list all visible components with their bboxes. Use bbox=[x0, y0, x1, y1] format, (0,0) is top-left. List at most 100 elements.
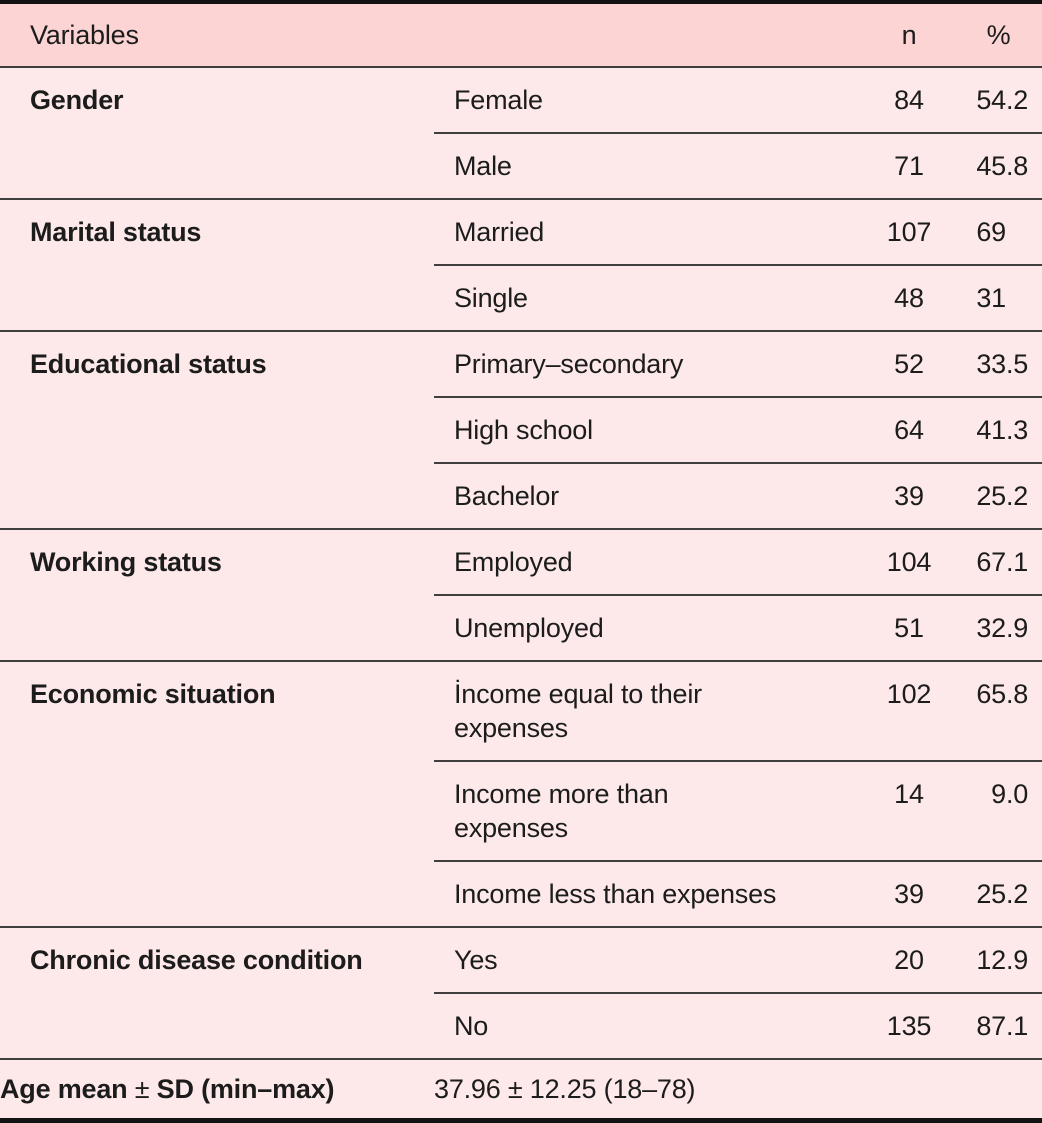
category-cell: Income less than expenses bbox=[434, 860, 855, 927]
percent-int: 25 bbox=[976, 481, 1006, 511]
header-spacer bbox=[434, 2, 855, 68]
category-cell: Income more than expenses bbox=[434, 760, 855, 861]
summary-label-suffix: SD (min–max) bbox=[149, 1074, 335, 1104]
table-row: Marital status Married 107 69 bbox=[0, 198, 1042, 331]
table-row: No 135 87.1 bbox=[0, 992, 1042, 1059]
group-age-summary: Age mean ± SD (min–max) 37.96 ± 12.25 (1… bbox=[0, 1058, 1042, 1121]
percent-int: 9 bbox=[991, 779, 1006, 809]
group-label: Economic situation bbox=[0, 660, 434, 927]
group-economic-situation: Economic situation İncome equal to their… bbox=[0, 660, 1042, 927]
percent-frac: .8 bbox=[1006, 679, 1029, 709]
table-row: Chronic disease condition Yes 20 12.9 bbox=[0, 926, 1042, 1059]
percent-int: 32 bbox=[976, 613, 1006, 643]
percent-int: 87 bbox=[976, 1011, 1006, 1041]
percent-frac: .1 bbox=[1006, 547, 1029, 577]
percent-cell: 32.9 bbox=[963, 594, 1042, 661]
table-row: Male 71 45.8 bbox=[0, 132, 1042, 199]
category-cell: Single bbox=[434, 264, 855, 331]
category-cell: Yes bbox=[434, 926, 855, 993]
category-cell: Male bbox=[434, 132, 855, 199]
percent-int: 69 bbox=[976, 217, 1006, 247]
percent-cell: 9.0 bbox=[963, 760, 1042, 861]
n-cell: 104 bbox=[855, 528, 963, 595]
n-cell: 84 bbox=[894, 85, 924, 115]
percent-frac: .3 bbox=[1006, 415, 1029, 445]
percent-cell: 31 bbox=[963, 264, 1042, 331]
category-cell: Bachelor bbox=[434, 462, 855, 529]
table-row: Income less than expenses 39 25.2 bbox=[0, 860, 1042, 927]
category-cell: High school bbox=[434, 396, 855, 463]
percent-frac: .5 bbox=[1006, 349, 1029, 379]
group-label: Gender bbox=[30, 85, 124, 115]
group-marital-status: Marital status Married 107 69 Single 48 … bbox=[0, 198, 1042, 331]
table-row: Bachelor 39 25.2 bbox=[0, 462, 1042, 529]
plus-minus-symbol: ± bbox=[134, 1074, 150, 1104]
category-cell: No bbox=[434, 992, 855, 1059]
category-cell: İncome equal to their expenses bbox=[434, 660, 855, 761]
percent-int: 41 bbox=[976, 415, 1006, 445]
percent-cell: 25.2 bbox=[963, 860, 1042, 927]
percent-int: 33 bbox=[976, 349, 1006, 379]
summary-row: Age mean ± SD (min–max) 37.96 ± 12.25 (1… bbox=[0, 1058, 1042, 1121]
percent-int: 65 bbox=[976, 679, 1006, 709]
category-cell: Employed bbox=[434, 528, 855, 595]
group-label: Educational status bbox=[0, 330, 434, 529]
category-cell: Married bbox=[434, 198, 855, 265]
percent-cell: 87.1 bbox=[963, 992, 1042, 1059]
table-row: High school 64 41.3 bbox=[0, 396, 1042, 463]
n-cell: 102 bbox=[855, 660, 963, 761]
category-cell: Unemployed bbox=[434, 594, 855, 661]
percent-frac: .1 bbox=[1006, 1011, 1029, 1041]
percent-int: 67 bbox=[976, 547, 1006, 577]
table-row: Gender Female 84 54.2 bbox=[0, 67, 1042, 133]
table-row: Economic situation İncome equal to their… bbox=[0, 660, 1042, 927]
percent-frac: .9 bbox=[1006, 613, 1029, 643]
n-cell: 135 bbox=[855, 992, 963, 1059]
summary-label-prefix: Age mean bbox=[0, 1074, 135, 1104]
table-row: Unemployed 51 32.9 bbox=[0, 594, 1042, 661]
group-chronic-disease-condition: Chronic disease condition Yes 20 12.9 No… bbox=[0, 926, 1042, 1059]
header-n: n bbox=[855, 2, 963, 68]
group-label: Marital status bbox=[0, 198, 434, 331]
percent-frac: .8 bbox=[1006, 151, 1029, 181]
summary-value: 37.96 ± 12.25 (18–78) bbox=[434, 1058, 1042, 1121]
percent-frac: .0 bbox=[1006, 779, 1029, 809]
percent-cell: 25.2 bbox=[963, 462, 1042, 529]
percent-frac: .9 bbox=[1006, 945, 1029, 975]
percent-int: 12 bbox=[976, 945, 1006, 975]
percent-cell: 69 bbox=[963, 198, 1042, 265]
n-cell: 39 bbox=[855, 860, 963, 927]
percent-int: 54 bbox=[976, 85, 1006, 115]
percent-int: 45 bbox=[976, 151, 1006, 181]
percent-int: 31 bbox=[976, 283, 1006, 313]
n-cell: 64 bbox=[855, 396, 963, 463]
percent-cell: 33.5 bbox=[963, 330, 1042, 397]
header-percent: % bbox=[963, 2, 1042, 68]
header-variables: Variables bbox=[0, 2, 434, 68]
category-cell: Primary–secondary bbox=[434, 330, 855, 397]
percent-cell: 12.9 bbox=[963, 926, 1042, 993]
group-working-status: Working status Employed 104 67.1 Unemplo… bbox=[0, 528, 1042, 661]
table-row: Educational status Primary–secondary 52 … bbox=[0, 330, 1042, 529]
percent-frac: .2 bbox=[1006, 85, 1029, 115]
group-gender: Gender Female 84 54.2 Male 71 45.8 bbox=[0, 67, 1042, 199]
percent-frac: .2 bbox=[1006, 481, 1029, 511]
group-label: Working status bbox=[0, 528, 434, 661]
percent-cell: 67.1 bbox=[963, 528, 1042, 595]
group-label: Chronic disease condition bbox=[0, 926, 434, 1059]
percent-cell: 54.2 bbox=[963, 67, 1042, 133]
n-cell: 48 bbox=[855, 264, 963, 331]
n-cell: 14 bbox=[855, 760, 963, 861]
table-row: Working status Employed 104 67.1 bbox=[0, 528, 1042, 661]
percent-cell: 45.8 bbox=[963, 132, 1042, 199]
table-header-row: Variables n % bbox=[0, 2, 1042, 68]
n-cell: 51 bbox=[855, 594, 963, 661]
n-cell: 71 bbox=[855, 132, 963, 199]
table-row: Single 48 31 bbox=[0, 264, 1042, 331]
n-cell: 52 bbox=[855, 330, 963, 397]
table-row: Income more than expenses 14 9.0 bbox=[0, 760, 1042, 861]
percent-cell: 41.3 bbox=[963, 396, 1042, 463]
group-educational-status: Educational status Primary–secondary 52 … bbox=[0, 330, 1042, 529]
percent-cell: 65.8 bbox=[963, 660, 1042, 761]
